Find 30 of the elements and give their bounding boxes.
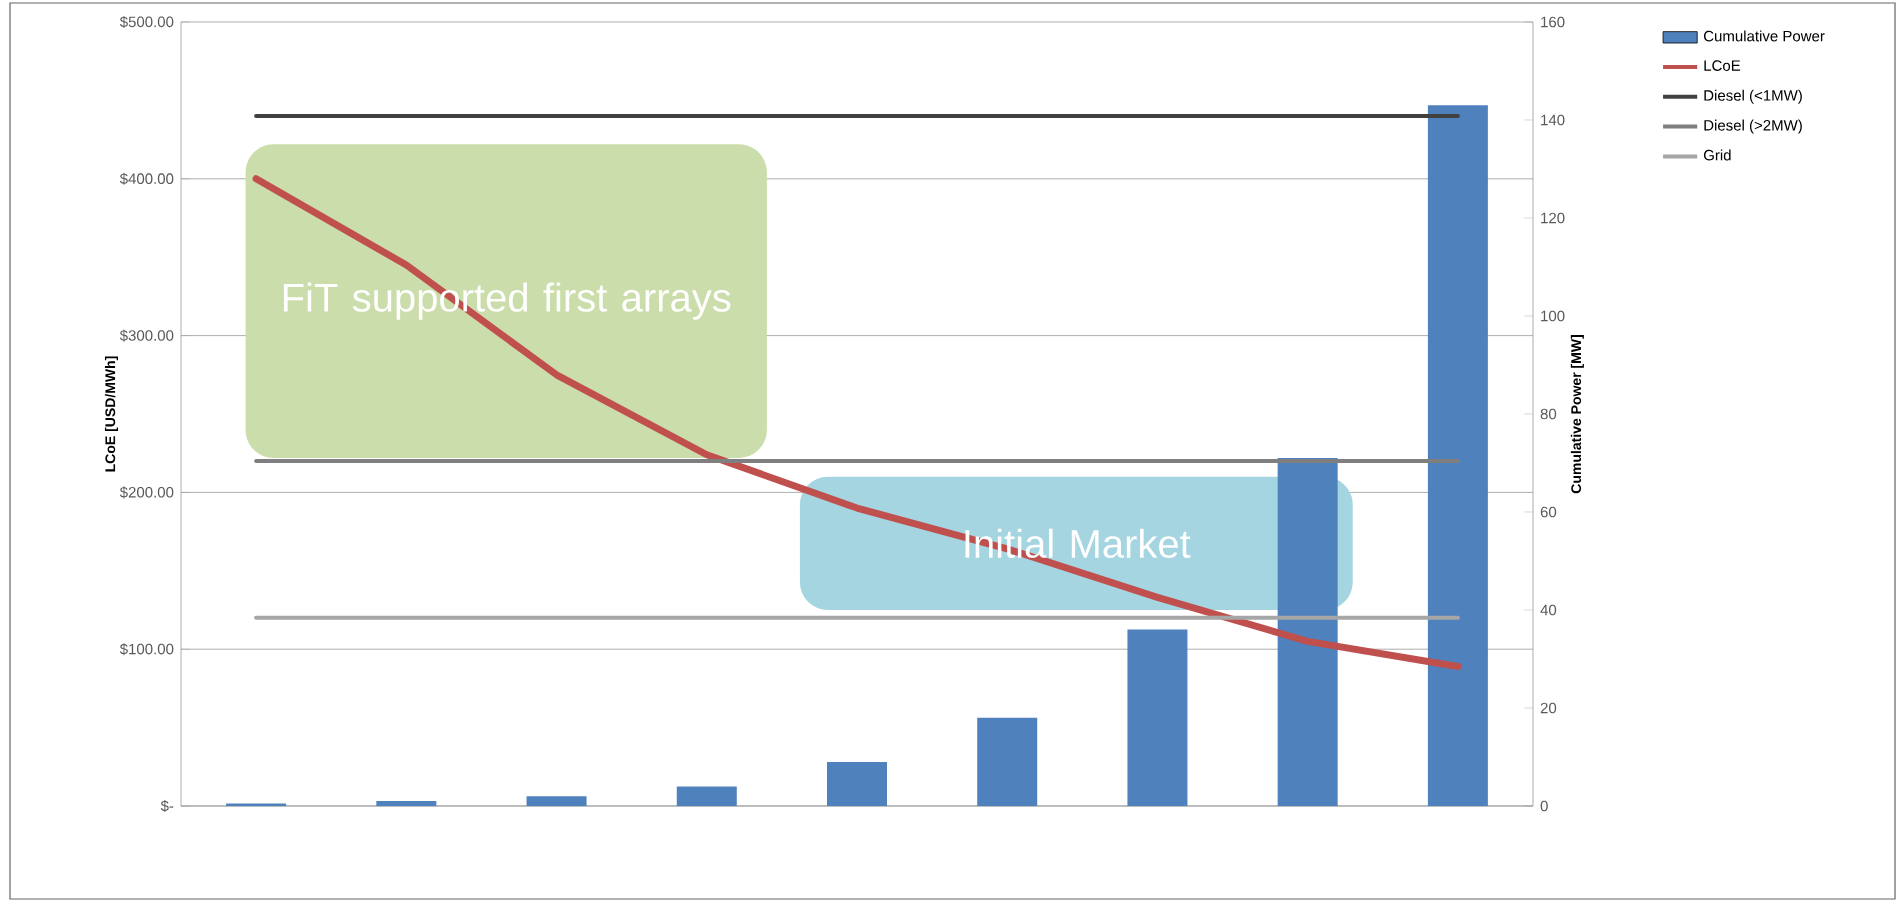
bar xyxy=(1427,105,1488,806)
y-axis-title: LCoE [USD/MWh] xyxy=(104,356,118,472)
y-tick-label: $200.00 xyxy=(119,486,174,499)
y2-tick-label: 120 xyxy=(1541,212,1565,224)
y-tick-label: $300.00 xyxy=(119,329,174,342)
legend-label: Diesel (>2MW) xyxy=(1704,119,1802,134)
y-tick-label: $100.00 xyxy=(119,643,174,656)
y2-tick-label: 160 xyxy=(1541,16,1565,28)
y2-tick-label: 0 xyxy=(1540,800,1548,812)
legend-label: LCoE xyxy=(1704,60,1741,71)
y-tick-label: $400.00 xyxy=(119,172,174,185)
bar xyxy=(376,801,437,806)
bar xyxy=(1127,629,1188,806)
y-tick-label: $- xyxy=(160,799,174,813)
y2-tick-label: 100 xyxy=(1541,310,1565,322)
legend-label: Diesel (<1MW) xyxy=(1704,89,1802,104)
y2-axis-title: Cumulative Power [MW] xyxy=(1570,335,1584,494)
y2-tick-label: 140 xyxy=(1541,114,1565,126)
bar xyxy=(676,786,737,806)
y2-tick-label: 40 xyxy=(1540,604,1557,616)
y2-tick-label: 80 xyxy=(1540,408,1557,420)
bar xyxy=(1277,458,1338,806)
y2-tick-label: 20 xyxy=(1540,702,1557,714)
bar xyxy=(827,761,887,806)
legend-label: Grid xyxy=(1703,149,1731,161)
bar xyxy=(526,796,587,806)
bar xyxy=(977,717,1038,806)
y2-tick-label: 60 xyxy=(1540,506,1557,518)
legend-label: Cumulative Power xyxy=(1703,30,1825,42)
y-tick-label: $500.00 xyxy=(119,15,174,29)
